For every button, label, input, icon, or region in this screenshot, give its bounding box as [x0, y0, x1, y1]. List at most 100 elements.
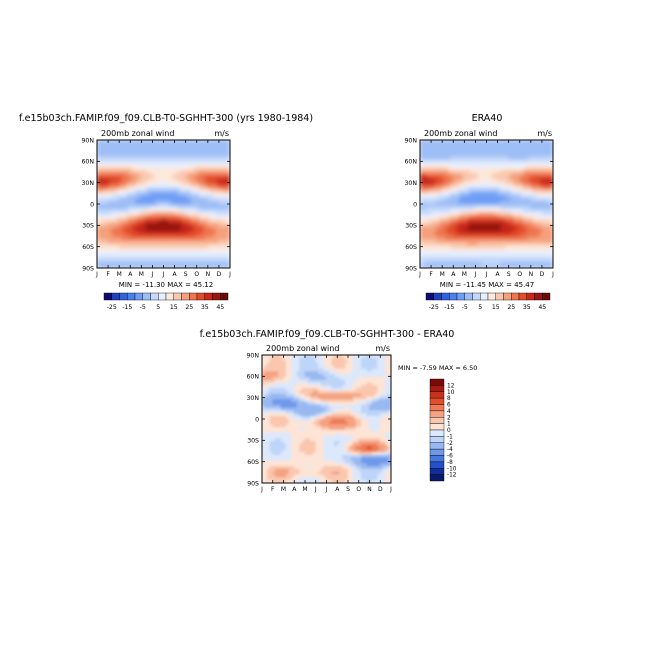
field-cell [516, 223, 521, 227]
field-cell [320, 363, 325, 367]
field-cell [226, 156, 230, 160]
field-cell [168, 234, 173, 238]
field-cell [541, 142, 545, 146]
field-cell [422, 206, 426, 210]
field-cell [174, 198, 178, 202]
field-cell [522, 175, 526, 180]
field-cell [105, 206, 109, 210]
field-cell [146, 237, 150, 241]
field-cell [425, 239, 429, 244]
field-cell [124, 217, 128, 221]
field-cell [527, 206, 532, 210]
field-cell [210, 228, 214, 233]
field-cell [213, 184, 217, 188]
field-cell [165, 212, 170, 216]
field-cell [538, 234, 543, 238]
field-cell [215, 220, 220, 224]
field-cell [436, 142, 440, 146]
field-cell [524, 259, 529, 263]
field-cell [511, 225, 515, 230]
field-cell [533, 148, 537, 152]
field-cell [141, 228, 145, 233]
field-cell [549, 156, 553, 160]
field-cell [477, 148, 482, 152]
field-cell [466, 153, 471, 157]
field-cell [502, 170, 507, 174]
field-cell [154, 195, 159, 199]
field-cell [196, 150, 200, 155]
field-cell [179, 264, 184, 268]
field-cell [177, 206, 181, 210]
field-cell [441, 170, 446, 174]
field-cell [207, 164, 211, 169]
field-cell [544, 150, 548, 155]
field-cell [547, 178, 551, 183]
field-cell [494, 170, 498, 174]
field-cell [461, 159, 465, 163]
field-cell [323, 368, 327, 372]
field-cell [480, 253, 485, 258]
field-cell [171, 142, 175, 146]
field-cell [524, 140, 529, 144]
field-cell [513, 220, 518, 224]
field-cell [213, 173, 217, 177]
field-cell [483, 192, 487, 196]
field-cell [422, 209, 426, 213]
field-cell [436, 203, 440, 208]
field-cell [502, 156, 507, 160]
field-cell [497, 184, 501, 188]
field-cell [444, 228, 449, 233]
field-cell [519, 145, 523, 149]
field-cell [105, 214, 109, 219]
field-cell [302, 360, 306, 364]
field-cell [102, 178, 106, 183]
field-cell [472, 253, 476, 258]
field-cell [433, 175, 437, 180]
field-cell [500, 178, 504, 183]
field-cell [483, 209, 487, 213]
field-cell [146, 187, 150, 191]
field-cell [113, 214, 117, 219]
field-cell [110, 245, 114, 249]
field-cell [544, 178, 548, 183]
field-cell [500, 256, 504, 260]
field-cell [190, 173, 195, 177]
field-cell [135, 161, 139, 166]
field-cell [152, 234, 156, 238]
field-cell [118, 187, 123, 191]
field-cell [433, 242, 437, 247]
field-cell [488, 140, 493, 144]
field-cell [536, 212, 540, 216]
field-cell [452, 203, 457, 208]
field-cell [185, 142, 189, 146]
field-cell [188, 248, 192, 252]
field-cell [455, 220, 460, 224]
field-cell [480, 140, 485, 144]
field-cell [116, 195, 120, 199]
field-cell [458, 242, 462, 247]
field-cell [488, 200, 493, 205]
field-cell [433, 256, 437, 260]
field-cell [315, 374, 319, 378]
field-cell [141, 214, 145, 219]
field-cell [135, 225, 139, 230]
field-cell [146, 212, 150, 216]
field-cell [497, 187, 501, 191]
field-cell [163, 212, 167, 216]
field-cell [199, 156, 203, 160]
field-cell [218, 212, 222, 216]
field-cell [455, 237, 460, 241]
field-cell [464, 184, 468, 188]
field-cell [204, 150, 209, 155]
field-cell [516, 245, 521, 249]
field-cell [433, 217, 437, 221]
field-cell [121, 145, 126, 149]
field-cell [436, 214, 440, 219]
field-cell [215, 170, 220, 174]
field-cell [124, 248, 128, 252]
field-cell [466, 167, 471, 171]
field-cell [129, 245, 134, 249]
field-cell [146, 142, 150, 146]
field-cell [165, 253, 170, 258]
field-cell [149, 189, 153, 194]
